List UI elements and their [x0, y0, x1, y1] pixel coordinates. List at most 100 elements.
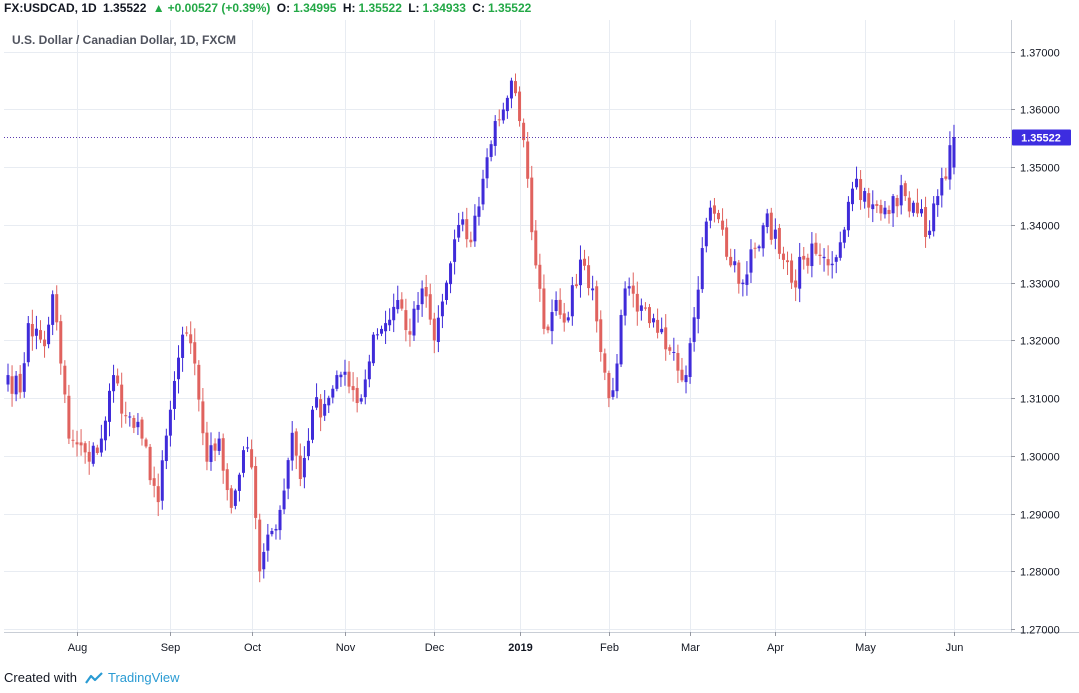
candle-body [112, 375, 116, 392]
candle-body [331, 388, 335, 398]
candle-body [213, 443, 217, 451]
candle-body [647, 307, 651, 324]
candle-body [773, 229, 777, 239]
candle-body [116, 375, 120, 384]
candle-body [757, 246, 761, 249]
candle-body [294, 431, 298, 456]
change-up-icon: ▲ [152, 1, 165, 15]
candle-body [408, 331, 412, 335]
candle-body [43, 339, 47, 347]
candle-body [246, 447, 250, 449]
candle-body [798, 256, 802, 289]
close-value: 1.35522 [487, 1, 532, 15]
candle-body [749, 249, 753, 273]
candle-body [205, 432, 209, 462]
candle-body [717, 212, 720, 220]
footer-credit: Created with TradingView [4, 670, 180, 685]
candle-body [578, 259, 582, 286]
x-tick-label: Apr [767, 642, 784, 654]
candle-body [725, 227, 729, 257]
open-value: 1.34995 [293, 1, 337, 15]
candle-body [501, 109, 505, 121]
candle-body [306, 440, 310, 457]
candle-body [473, 215, 477, 242]
candle-body [542, 288, 546, 329]
x-tick-label: Oct [244, 642, 261, 654]
candle-body [530, 177, 534, 233]
candle-body [477, 206, 481, 217]
candle-body [201, 401, 205, 434]
candle-body [132, 418, 136, 428]
candle-body [891, 196, 895, 214]
candle-body [790, 260, 794, 283]
candle-body [696, 289, 700, 319]
candle-body [566, 317, 570, 321]
candle-body [944, 176, 948, 179]
candle-body [903, 183, 907, 197]
candle-body [262, 551, 266, 570]
candle-body [83, 443, 87, 453]
candle-body [505, 97, 509, 112]
candle-body [538, 264, 542, 289]
candle-body [822, 256, 826, 259]
low-label: L: [408, 1, 420, 15]
candle-body [591, 288, 595, 291]
candle-body [124, 415, 128, 417]
candle-body [465, 219, 469, 240]
candle-body [67, 395, 71, 439]
candle-body [160, 460, 164, 501]
candle-body [850, 188, 854, 205]
candle-body [140, 419, 144, 439]
candle-body [883, 207, 887, 215]
time-axis[interactable]: Aug Sep Oct Nov Dec 2019 Feb Mar Apr May Jun [68, 632, 964, 654]
low-value: 1.34933 [422, 1, 466, 15]
candle-body [319, 399, 323, 418]
candle-body [863, 191, 867, 202]
candle-body [522, 122, 526, 141]
last-price: 1.35522 [103, 1, 147, 15]
candle-body [177, 357, 181, 380]
candle-body [400, 299, 404, 309]
candle-body [680, 369, 684, 381]
price-axis[interactable]: 1.27000 1.28000 1.29000 1.30000 1.31000 1.320… [1011, 48, 1060, 637]
symbol-info-bar: FX:USDCAD, 1D 1.35522 ▲ +0.00527 (+0.39%)… [4, 1, 534, 17]
candle-body [436, 317, 440, 342]
candle-body [375, 334, 379, 336]
candle-body [546, 326, 550, 331]
candle-body [570, 285, 574, 317]
candle-body [635, 293, 639, 312]
candle-body [164, 435, 168, 462]
candle-body [867, 193, 871, 208]
candle-body [948, 145, 952, 180]
candle-body [875, 204, 879, 206]
y-tick-label: 1.37000 [1020, 48, 1060, 60]
candle-body [428, 294, 432, 320]
candle-body [595, 286, 599, 322]
candle-body [737, 262, 741, 284]
candle-body [440, 301, 444, 317]
symbol-label[interactable]: FX:USDCAD, 1D [4, 1, 97, 15]
candle-body [761, 225, 765, 249]
x-tick-label: May [855, 642, 876, 654]
candle-body [449, 263, 453, 285]
candle-body [668, 347, 672, 351]
x-tick-label: Dec [425, 642, 445, 654]
candle-body [217, 438, 221, 451]
candle-body [842, 229, 846, 243]
candle-body [339, 374, 343, 378]
candle-body [91, 445, 95, 464]
price-chart[interactable]: 1.27000 1.28000 1.29000 1.30000 1.31000 1.320… [0, 0, 1079, 665]
candle-body [818, 254, 822, 256]
candle-body [676, 353, 680, 371]
candle-body [814, 242, 818, 254]
candle-body [22, 363, 26, 392]
candle-body [911, 202, 915, 213]
y-tick-label: 1.29000 [1020, 510, 1060, 522]
candle-body [75, 442, 79, 445]
candle-body [197, 364, 201, 400]
candle-body [278, 509, 282, 531]
footer-prefix: Created with [4, 670, 77, 685]
candle-body [871, 204, 875, 210]
footer-brand-link[interactable]: TradingView [108, 670, 180, 685]
candle-body [704, 221, 708, 247]
